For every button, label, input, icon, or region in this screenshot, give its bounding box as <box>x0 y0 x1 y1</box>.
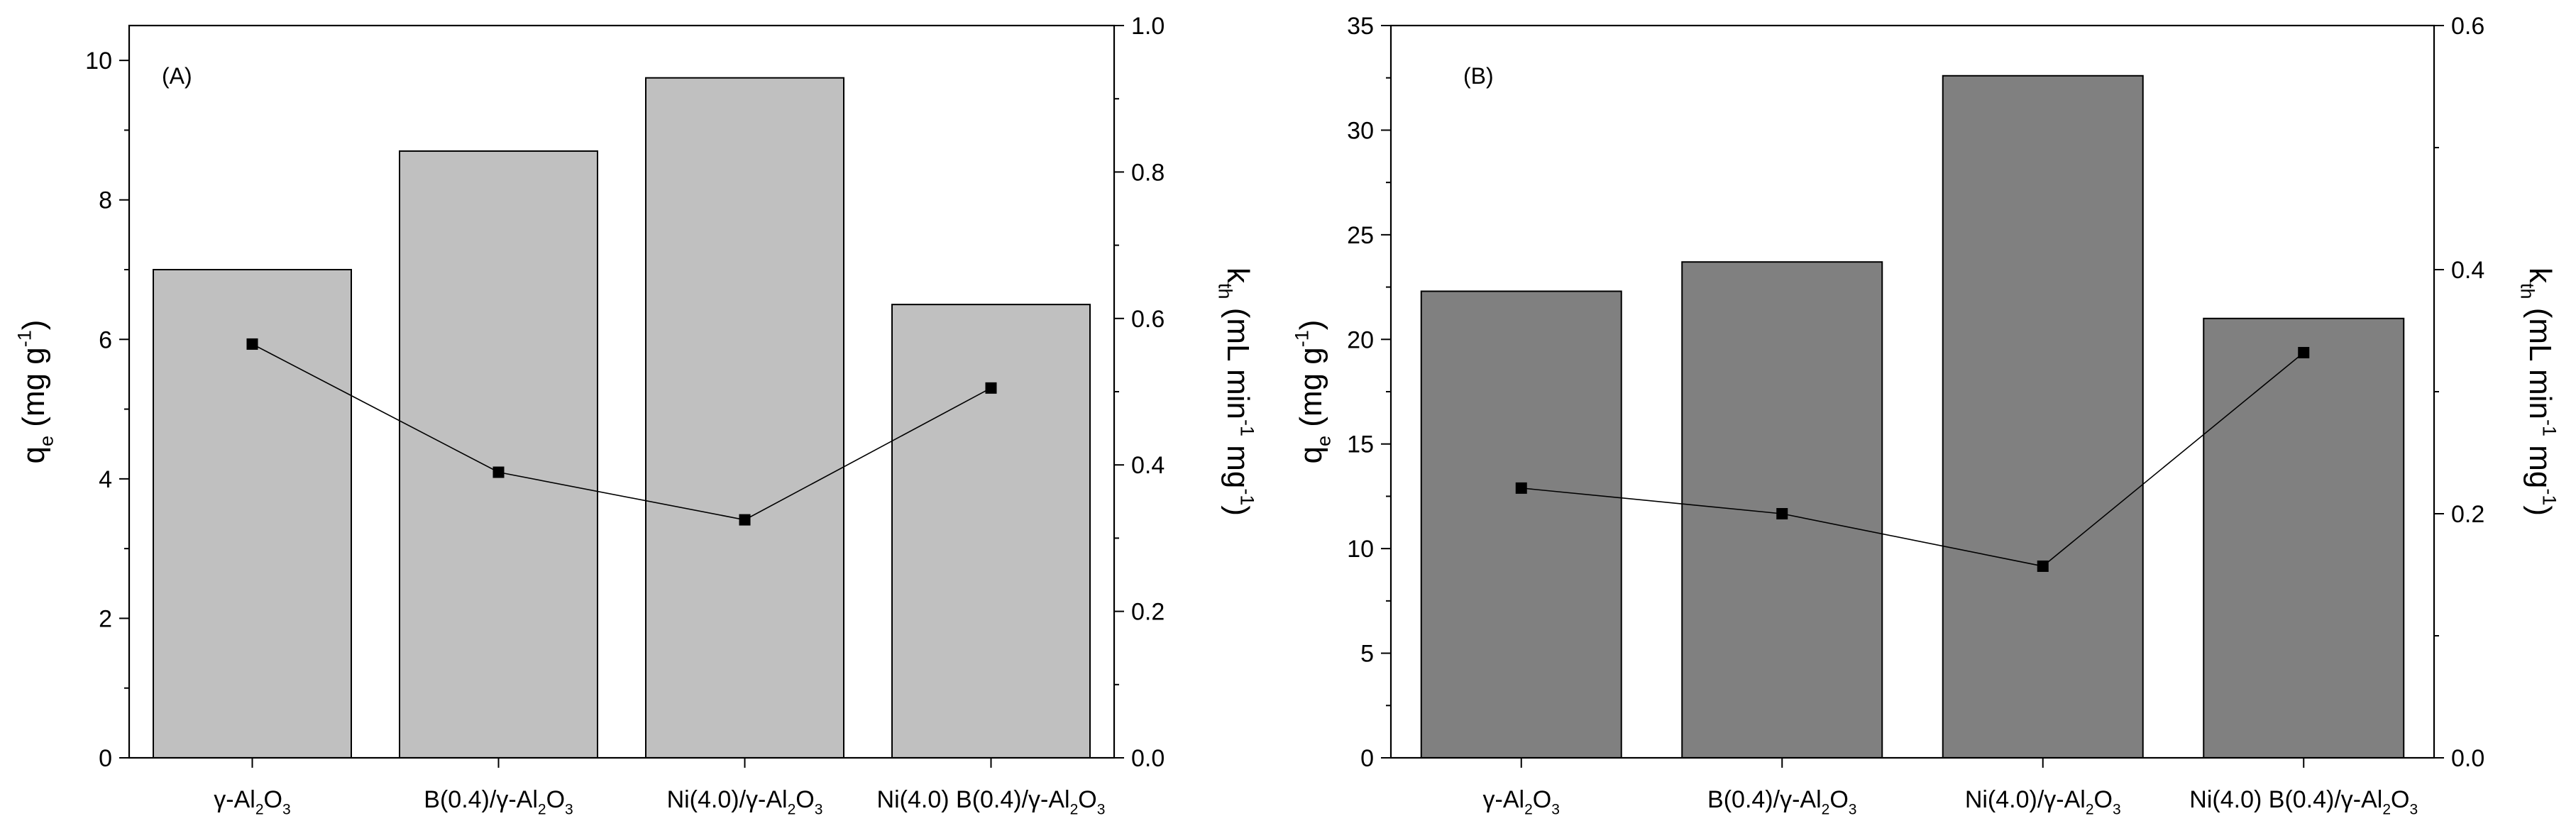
ytick-label-b-5: 20 <box>1347 326 1374 353</box>
xtick-label-b-1: γ-Al2O3 <box>1483 786 1560 818</box>
y2-axis-title-a: kth (mL min-1 mg-1) <box>1215 268 1258 516</box>
bar-a-2 <box>399 150 598 759</box>
xtick-label-b-2: B(0.4)/γ-Al2O3 <box>1707 786 1856 818</box>
y-axis-title-b: qe (mg g-1) <box>1292 320 1335 464</box>
ytick-label-a-1: 0 <box>99 745 112 772</box>
kth-point-b-1 <box>1515 482 1527 494</box>
y2tick-label-a-3: 0.4 <box>1131 452 1165 479</box>
panel-label-b: (B) <box>1463 63 1494 89</box>
y2tick-label-b-3: 0.4 <box>2451 257 2484 284</box>
kth-point-b-2 <box>1776 508 1788 519</box>
ytick-label-a-5: 8 <box>99 187 112 214</box>
bar-a-4 <box>891 304 1091 759</box>
panel-a: 0 2 4 6 8 10 0.0 0.2 0.4 0.6 0.8 1.0 γ-Al2O3 B(0.4)/γ… <box>14 13 1258 818</box>
kth-point-b-4 <box>2298 346 2310 358</box>
y2tick-label-a-1: 0.0 <box>1131 745 1165 772</box>
xtick-label-b-3: Ni(4.0)/γ-Al2O3 <box>1965 786 2121 818</box>
bar-a-3 <box>645 77 844 759</box>
kth-point-a-4 <box>985 382 997 394</box>
y2tick-label-a-5: 0.8 <box>1131 159 1165 186</box>
panel-label-a: (A) <box>162 63 192 89</box>
y2-axis-title-b: kth (mL min-1 mg-1) <box>2517 268 2560 516</box>
bar-b-3 <box>1942 75 2144 759</box>
y2tick-label-b-2: 0.2 <box>2451 501 2484 528</box>
y-axis-title-a: qe (mg g-1) <box>14 320 57 464</box>
kth-line-a <box>252 343 991 521</box>
ytick-label-a-6: 10 <box>85 48 112 75</box>
kth-point-a-2 <box>492 466 505 478</box>
ytick-label-b-7: 30 <box>1347 117 1374 144</box>
ytick-label-a-2: 2 <box>99 605 112 632</box>
y2tick-label-a-2: 0.2 <box>1131 599 1165 626</box>
kth-point-b-3 <box>2037 560 2049 572</box>
ytick-label-a-4: 6 <box>99 326 112 353</box>
y2tick-label-a-4: 0.6 <box>1131 306 1165 333</box>
xtick-label-b-4: Ni(4.0) B(0.4)/γ-Al2O3 <box>2189 786 2418 818</box>
bar-b-4 <box>2203 317 2405 759</box>
panel-b: 0 5 10 15 20 25 30 35 0.0 0.2 0.4 0.6 γ-Al2O3 B(0.4)/… <box>1292 13 2560 818</box>
xtick-label-a-1: γ-Al2O3 <box>214 786 290 818</box>
xtick-label-a-2: B(0.4)/γ-Al2O3 <box>424 786 573 818</box>
ytick-label-b-2: 5 <box>1360 641 1374 668</box>
xtick-label-a-3: Ni(4.0)/γ-Al2O3 <box>667 786 823 818</box>
y2tick-label-b-4: 0.6 <box>2451 13 2484 40</box>
y2tick-label-a-6: 1.0 <box>1131 13 1165 40</box>
xtick-label-a-4: Ni(4.0) B(0.4)/γ-Al2O3 <box>877 786 1106 818</box>
ytick-label-b-6: 25 <box>1347 222 1374 249</box>
ytick-label-b-8: 35 <box>1347 13 1374 40</box>
y2tick-label-b-1: 0.0 <box>2451 745 2484 772</box>
ytick-label-b-4: 15 <box>1347 431 1374 458</box>
kth-line-b <box>1521 352 2304 567</box>
kth-point-a-3 <box>739 514 751 526</box>
bar-a-1 <box>153 269 352 759</box>
ytick-label-b-1: 0 <box>1360 745 1374 772</box>
bar-b-1 <box>1420 290 1622 759</box>
ytick-label-a-3: 4 <box>99 466 112 493</box>
kth-point-a-1 <box>246 338 258 350</box>
ytick-label-b-3: 10 <box>1347 536 1374 563</box>
